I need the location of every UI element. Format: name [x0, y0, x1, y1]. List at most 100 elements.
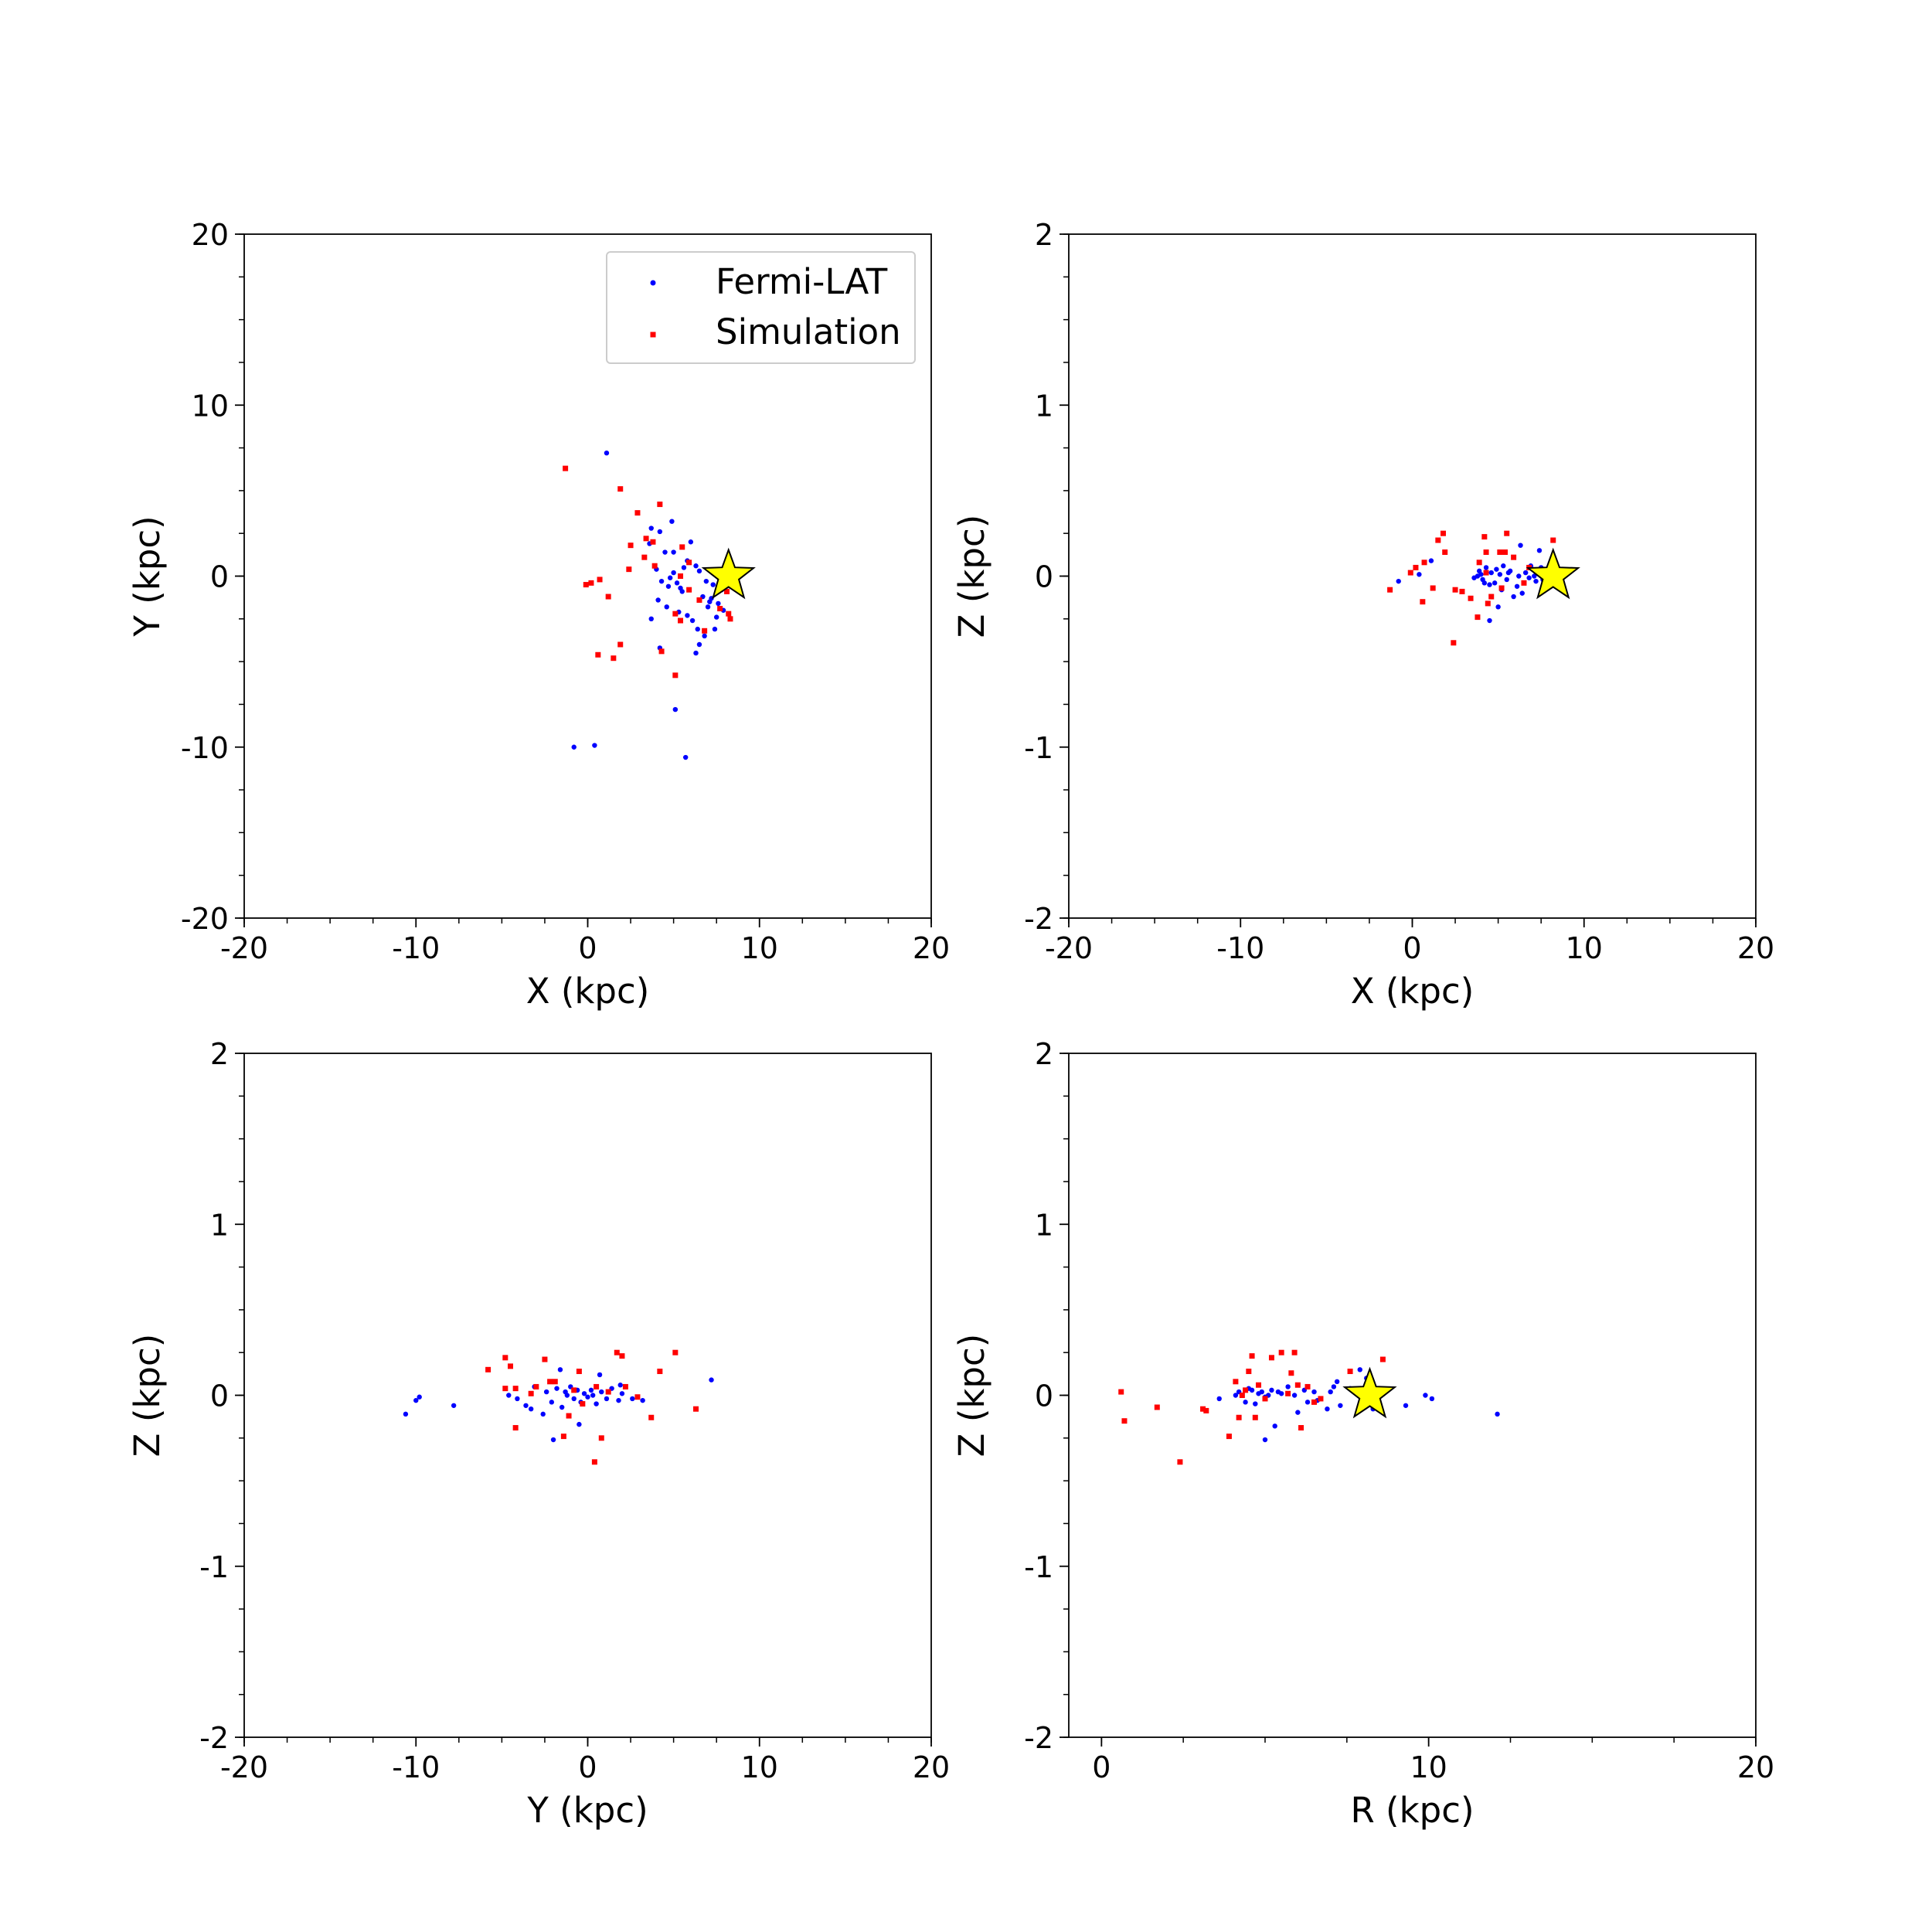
fermi-lat-point — [413, 1397, 419, 1403]
simulation-point — [598, 1435, 604, 1441]
y-tick-label: -2 — [199, 1721, 229, 1755]
fermi-lat-point — [1497, 572, 1503, 577]
simulation-point — [657, 502, 663, 508]
fermi-lat-point — [588, 1387, 594, 1393]
fermi-lat-point — [1325, 1406, 1330, 1412]
simulation-point — [727, 616, 733, 622]
simulation-point — [485, 1366, 492, 1372]
x-tick-label: 10 — [741, 1750, 778, 1784]
x-tick-label: 0 — [578, 931, 597, 965]
simulation-point — [1121, 1418, 1128, 1424]
axes-frame-x-z — [1068, 233, 1757, 919]
fermi-lat-point — [1278, 1391, 1284, 1396]
fermi-lat-point — [1423, 1393, 1428, 1398]
fermi-lat-point — [662, 549, 668, 555]
fermi-lat-point — [1511, 594, 1516, 600]
fermi-lat-point — [564, 1393, 570, 1398]
fermi-lat-point — [671, 549, 676, 555]
fermi-lat-point — [707, 599, 713, 604]
simulation-point — [1452, 587, 1458, 593]
fermi-lat-point — [1269, 1387, 1274, 1393]
simulation-point — [605, 1389, 611, 1395]
simulation-point — [583, 582, 589, 588]
simulation-point — [1249, 1353, 1255, 1359]
fermi-lat-point — [1526, 575, 1532, 580]
simulation-point — [672, 672, 679, 679]
fermi-lat-point — [1504, 577, 1509, 583]
fermi-lat-point — [1272, 1423, 1277, 1429]
fermi-lat-point — [1501, 563, 1506, 569]
simulation-point — [614, 1349, 620, 1355]
fermi-lat-point — [1514, 583, 1520, 589]
fermi-lat-point — [713, 614, 719, 620]
simulation-point — [1318, 1396, 1324, 1402]
fermi-lat-point — [709, 1377, 714, 1383]
simulation-point — [1311, 1399, 1317, 1405]
fermi-lat-point — [1429, 1396, 1435, 1402]
simulation-point — [560, 1434, 566, 1440]
simulation-point — [1407, 570, 1413, 576]
simulation-point — [726, 611, 732, 617]
y-tick-label: -10 — [181, 731, 229, 765]
simulation-point — [1435, 537, 1441, 543]
fermi-lat-point — [1533, 578, 1539, 584]
simulation-point — [1481, 534, 1488, 540]
fermi-lat-point — [417, 1394, 422, 1400]
simulation-point — [571, 1387, 577, 1393]
fermi-lat-point — [648, 616, 654, 622]
fermi-lat-point — [674, 580, 680, 586]
fermi-lat-point — [617, 1383, 623, 1388]
fermi-lat-point — [1291, 1393, 1298, 1398]
fermi-lat-point — [1328, 1389, 1333, 1395]
sun-star-marker — [1526, 547, 1580, 600]
x-tick-label: -20 — [220, 931, 268, 965]
simulation-point — [1511, 554, 1517, 560]
simulation-point — [502, 1386, 509, 1392]
simulation-point — [1483, 570, 1489, 576]
simulation-point — [619, 1353, 625, 1359]
x-tick-label: 20 — [1737, 931, 1774, 965]
fermi-lat-point — [688, 539, 694, 545]
x-tick-label: 20 — [1737, 1750, 1774, 1784]
simulation-point — [533, 1383, 539, 1389]
simulation-point — [591, 1459, 597, 1465]
simulation-point — [702, 628, 708, 634]
legend-label-fermi: Fermi-LAT — [716, 261, 888, 302]
simulation-point — [580, 1401, 586, 1407]
simulation-point — [1468, 595, 1474, 601]
fermi-lat-point — [671, 570, 676, 576]
fermi-lat-point — [557, 1367, 563, 1372]
fermi-lat-point — [1518, 543, 1523, 548]
fermi-lat-point — [616, 1397, 621, 1403]
simulation-point — [657, 1369, 663, 1375]
fermi-lat-point — [657, 529, 663, 535]
simulation-point — [1226, 1434, 1232, 1440]
fermi-lat-point — [1253, 1401, 1258, 1406]
fermi-lat-point — [682, 754, 689, 760]
fermi-lat-point — [549, 1400, 555, 1405]
fermi-lat-point — [672, 706, 679, 713]
simulation-point — [651, 563, 658, 569]
fermi-lat-point — [1536, 548, 1543, 553]
fermi-lat-point — [1338, 1403, 1343, 1408]
y-axis-label: Z (kpc) — [951, 1334, 992, 1458]
simulation-point — [1246, 1369, 1252, 1375]
fermi-lat-point — [665, 583, 672, 589]
panel-r-z: 0 10 20 -2 -1 0 1 2 R (kpc) Z (kpc) — [951, 1037, 1774, 1831]
fermi-lat-point — [693, 650, 699, 656]
simulation-point — [1498, 585, 1505, 591]
simulation-point — [1236, 1414, 1242, 1420]
simulation-point — [512, 1425, 519, 1431]
simulation-point — [1413, 564, 1419, 570]
simulation-point — [1497, 549, 1503, 556]
fermi-lat-point — [577, 1421, 582, 1427]
fermi-lat-point — [1311, 1389, 1317, 1395]
sun-star-marker — [701, 547, 756, 600]
fermi-lat-point — [669, 519, 675, 524]
fermi-lat-point — [667, 575, 673, 580]
simulation-point — [502, 1355, 509, 1361]
simulation-point — [1485, 600, 1491, 607]
simulation-point — [679, 544, 685, 550]
simulation-point — [1154, 1404, 1160, 1410]
simulation-point — [672, 611, 679, 617]
